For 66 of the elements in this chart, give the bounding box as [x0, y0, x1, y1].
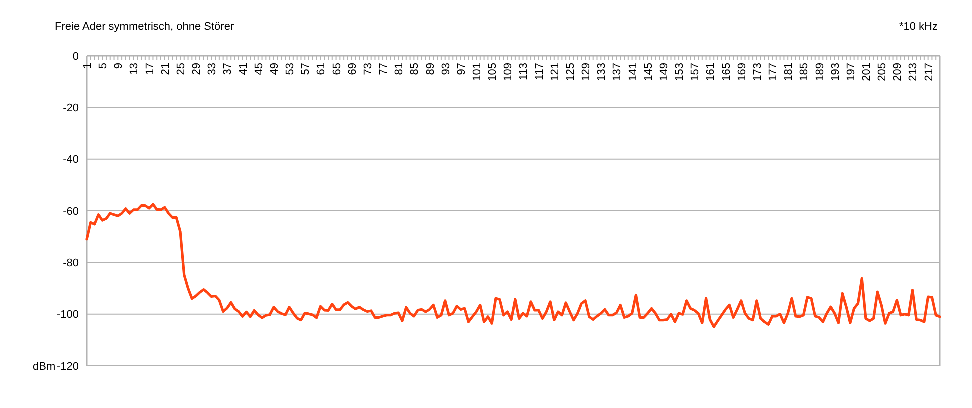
x-tick-label: 201: [860, 63, 873, 82]
x-tick-label: 185: [798, 63, 811, 82]
y-tick-label: -40: [63, 154, 79, 166]
x-tick-label: 109: [502, 63, 515, 82]
x-tick-label: 89: [424, 63, 437, 76]
x-tick-label: 77: [378, 63, 390, 76]
x-axis-title: *10 kHz: [899, 21, 938, 33]
x-tick-label: 21: [160, 63, 172, 76]
x-tick-label: 193: [830, 63, 842, 82]
y-tick-label: 0: [72, 50, 79, 63]
x-tick-label: 41: [238, 63, 250, 76]
x-tick-label: 213: [908, 63, 920, 82]
x-tick-label: 25: [175, 63, 188, 76]
x-tick-label: 113: [518, 63, 530, 81]
x-tick-label: 133: [596, 63, 608, 82]
x-tick-label: 149: [658, 63, 670, 82]
x-tick-label: 93: [440, 63, 452, 76]
line-series: [86, 203, 942, 328]
x-tick-label: 217: [923, 63, 936, 82]
x-tick-label: 189: [814, 63, 826, 82]
x-tick-label: 153: [674, 63, 686, 82]
x-tick-label: 121: [549, 63, 562, 82]
y-axis-title: dBm: [33, 361, 56, 373]
x-tick-label: 125: [564, 63, 577, 82]
x-tick-label: 117: [534, 63, 546, 81]
y-tick-label: -100: [56, 309, 79, 322]
x-tick-label: 145: [642, 63, 655, 82]
x-tick-label: 49: [268, 63, 281, 76]
x-tick-label: 169: [736, 63, 748, 82]
x-tick-label: 65: [331, 63, 344, 76]
x-tick-label: 33: [206, 63, 219, 76]
x-tick-label: 105: [487, 63, 500, 82]
x-tick-label: 69: [346, 63, 359, 76]
x-tick-label: 137: [612, 63, 624, 82]
x-tick-label: 181: [783, 63, 796, 82]
y-tick-label: -20: [63, 102, 79, 115]
x-tick-label: 5: [98, 63, 110, 70]
x-tick-label: 173: [752, 63, 764, 82]
chart-title: Freie Ader symmetrisch, ohne Störer: [55, 21, 234, 33]
x-tick-label: 97: [456, 63, 468, 76]
x-tick-label: 13: [128, 63, 141, 76]
x-tick-label: 1: [82, 63, 94, 70]
x-tick-label: 157: [690, 63, 702, 82]
x-tick-label: 205: [876, 63, 889, 82]
x-tick-label: 73: [362, 63, 374, 76]
x-tick-label: 53: [284, 63, 297, 76]
y-tick-label: -120: [56, 360, 79, 373]
x-tick-label: 165: [720, 63, 733, 82]
x-tick-label: 161: [705, 63, 718, 82]
x-tick-label: 29: [191, 63, 204, 76]
x-tick-label: 209: [892, 63, 904, 82]
x-tick-label: 45: [253, 63, 266, 76]
x-tick-label: 141: [627, 63, 640, 82]
x-tick-label: 9: [113, 63, 126, 70]
x-tick-label: 85: [409, 63, 422, 76]
x-tick-label: 129: [580, 63, 593, 82]
y-tick-label: -80: [63, 258, 79, 270]
y-tick-label: -60: [63, 206, 79, 218]
x-tick-label: 177: [768, 63, 780, 82]
x-tick-label: 17: [144, 63, 156, 76]
x-tick-label: 37: [222, 63, 234, 76]
x-tick-label: 101: [472, 63, 484, 82]
x-tick-label: 57: [300, 63, 312, 76]
x-tick-label: 197: [845, 63, 858, 82]
x-tick-label: 81: [394, 63, 406, 76]
x-tick-label: 61: [316, 63, 328, 76]
